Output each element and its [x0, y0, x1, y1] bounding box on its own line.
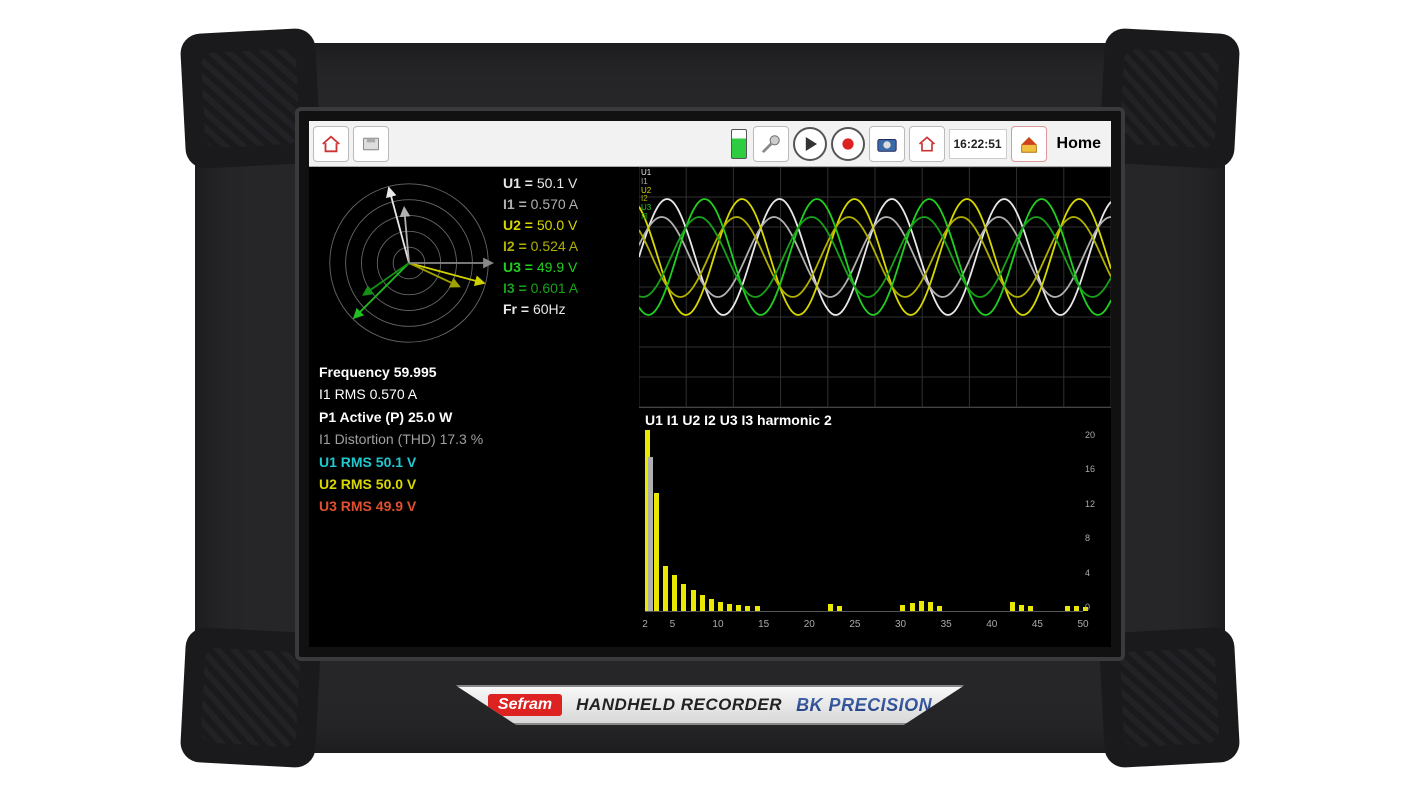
harmonics-panel[interactable]: U1 I1 U2 I2 U3 I3 harmonic 2 201612840 2…: [639, 407, 1111, 647]
reading-row: U1 = 50.1 V: [503, 173, 578, 194]
home-button[interactable]: [1011, 126, 1047, 162]
clock-display: 16:22:51: [949, 129, 1007, 159]
clock-time: 16:22:51: [954, 138, 1002, 150]
reading-row: I3 = 0.601 A: [503, 278, 578, 299]
play-icon: [803, 137, 817, 151]
harmonic-bar: [700, 595, 705, 611]
home-label: Home: [1051, 135, 1107, 153]
reading-row: Fr = 60Hz: [503, 299, 578, 320]
harm-xtick: 15: [758, 619, 769, 630]
harmonic-bar: [654, 493, 659, 611]
harm-ytick: 0: [1085, 602, 1105, 612]
disk-icon: [361, 134, 381, 154]
reading-row: I1 = 0.570 A: [503, 194, 578, 215]
harm-xtick: 30: [895, 619, 906, 630]
play-button[interactable]: [793, 127, 827, 161]
label-plate: Sefram HANDHELD RECORDER BK PRECISION: [455, 685, 965, 725]
device-enclosure: 16:22:51 Home U1 = 50.1 VI1 = 0.570: [195, 43, 1225, 753]
record-button[interactable]: [831, 127, 865, 161]
harmonic-bar: [727, 604, 732, 611]
harmonic-bar: [681, 584, 686, 611]
harm-xtick: 2: [642, 619, 648, 630]
harmonic-bar: [672, 575, 677, 611]
stats-list: Frequency 59.995I1 RMS 0.570 AP1 Active …: [319, 361, 629, 518]
harmonic-bar: [937, 606, 942, 611]
harm-ytick: 8: [1085, 533, 1105, 543]
camera-icon: [876, 134, 898, 154]
harmonic-bar: [648, 457, 653, 611]
harm-ytick: 16: [1085, 464, 1105, 474]
stat-row: U3 RMS 49.9 V: [319, 495, 629, 517]
harmonic-bar: [663, 566, 668, 611]
stat-row: I1 Distortion (THD) 17.3 %: [319, 428, 629, 450]
harmonic-bar: [709, 599, 714, 611]
readings-list: U1 = 50.1 VI1 = 0.570 AU2 = 50.0 VI2 = 0…: [499, 173, 578, 320]
screen-bezel: 16:22:51 Home U1 = 50.1 VI1 = 0.570: [295, 107, 1125, 661]
home-icon: [1018, 133, 1040, 155]
settings-button[interactable]: [753, 126, 789, 162]
harmonic-bar: [910, 603, 915, 611]
brand-bk: BK PRECISION: [796, 695, 932, 716]
harmonic-bar: [1074, 606, 1079, 611]
harm-xtick: 35: [941, 619, 952, 630]
reading-row: I2 = 0.524 A: [503, 236, 578, 257]
content-area: U1 = 50.1 VI1 = 0.570 AU2 = 50.0 VI2 = 0…: [309, 167, 1111, 647]
harmonic-bar: [919, 601, 924, 611]
device-title: HANDHELD RECORDER: [576, 695, 782, 715]
stat-row: U2 RMS 50.0 V: [319, 473, 629, 495]
reading-row: U3 = 49.9 V: [503, 257, 578, 278]
wrench-gear-icon: [760, 133, 782, 155]
harmonics-title: U1 I1 U2 I2 U3 I3 harmonic 2: [645, 412, 1105, 428]
home-small-button[interactable]: [909, 126, 945, 162]
harmonic-bar: [1028, 606, 1033, 611]
harm-ytick: 12: [1085, 499, 1105, 509]
screen: 16:22:51 Home U1 = 50.1 VI1 = 0.570: [309, 121, 1111, 647]
harmonic-bar: [900, 605, 905, 611]
harm-xtick: 5: [670, 619, 676, 630]
back-button[interactable]: [313, 126, 349, 162]
harmonic-bar: [745, 606, 750, 611]
reading-row: U2 = 50.0 V: [503, 215, 578, 236]
harmonic-bar: [1019, 605, 1024, 611]
harmonics-chart: 201612840 25101520253035404550: [645, 430, 1105, 630]
harm-xtick: 25: [849, 619, 860, 630]
stat-row: U1 RMS 50.1 V: [319, 451, 629, 473]
house-small-icon: [917, 134, 937, 154]
harmonic-bar: [736, 605, 741, 611]
harm-xtick: 20: [804, 619, 815, 630]
stat-row: I1 RMS 0.570 A: [319, 383, 629, 405]
waveform-channel-labels: U1I1U2I2U3I3: [641, 169, 651, 222]
harm-xtick: 10: [712, 619, 723, 630]
harmonic-bar: [828, 604, 833, 611]
harm-xtick: 40: [986, 619, 997, 630]
record-icon: [841, 137, 855, 151]
harm-ytick: 20: [1085, 430, 1105, 440]
harm-ytick: 4: [1085, 568, 1105, 578]
waveform-chart: [639, 167, 1111, 407]
left-column: U1 = 50.1 VI1 = 0.570 AU2 = 50.0 VI2 = 0…: [309, 167, 639, 647]
house-back-icon: [320, 133, 342, 155]
wave-channel-label: I3: [641, 213, 651, 222]
toolbar: 16:22:51 Home: [309, 121, 1111, 167]
stat-row: P1 Active (P) 25.0 W: [319, 406, 629, 428]
harmonic-bar: [755, 606, 760, 611]
harmonic-bar: [1010, 602, 1015, 611]
battery-icon: [731, 129, 747, 159]
screenshot-button[interactable]: [869, 126, 905, 162]
harmonic-bar: [837, 606, 842, 611]
harmonic-bar: [928, 602, 933, 611]
harmonic-bar: [1065, 606, 1070, 611]
harmonic-bar: [691, 590, 696, 611]
disk-button[interactable]: [353, 126, 389, 162]
waveform-panel[interactable]: U1I1U2I2U3I3: [639, 167, 1111, 407]
harmonic-bar: [718, 602, 723, 611]
phasor-diagram: [319, 173, 499, 353]
harm-xtick: 50: [1077, 619, 1088, 630]
brand-sefram: Sefram: [488, 694, 562, 716]
harm-xtick: 45: [1032, 619, 1043, 630]
stat-row: Frequency 59.995: [319, 361, 629, 383]
